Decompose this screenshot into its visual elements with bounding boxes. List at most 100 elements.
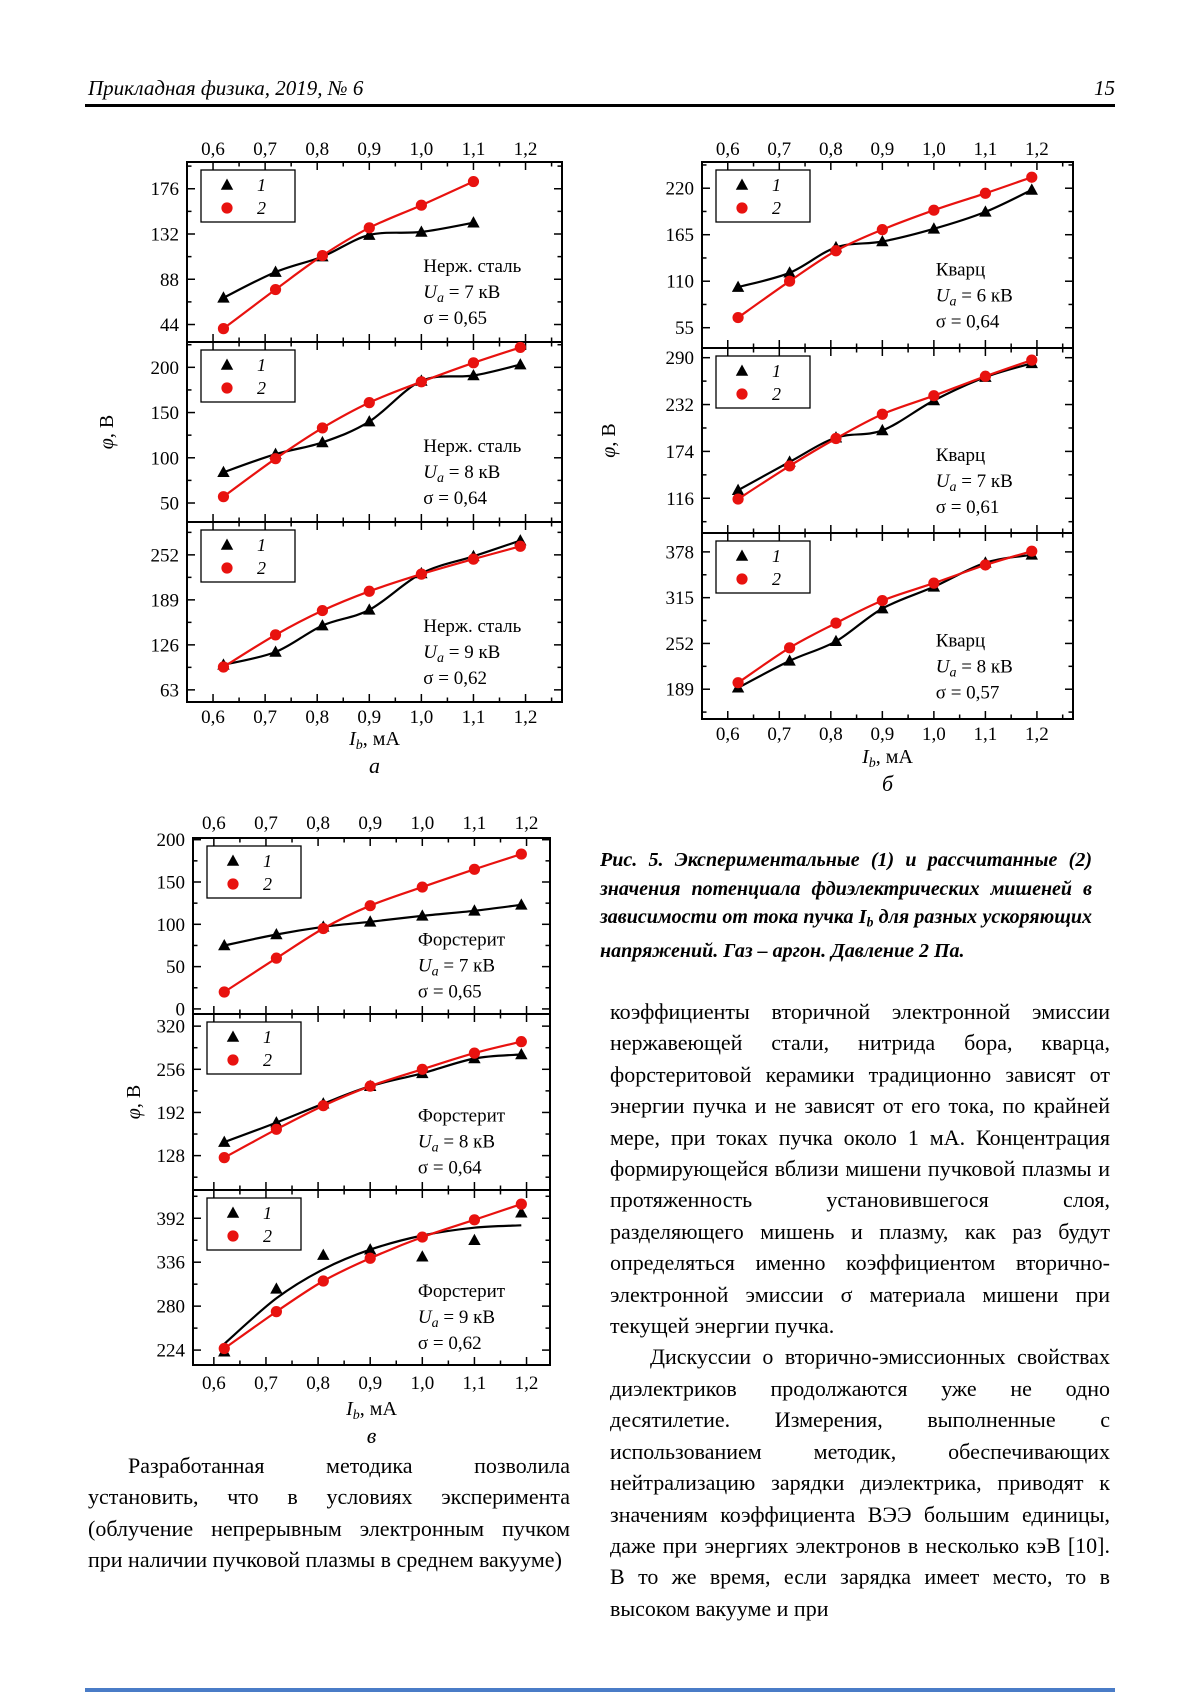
svg-text:224: 224 bbox=[157, 1341, 186, 1362]
svg-text:0,9: 0,9 bbox=[870, 139, 894, 160]
y-axis-label: φ, В bbox=[96, 415, 118, 449]
svg-text:0,7: 0,7 bbox=[253, 707, 277, 728]
svg-text:Ua = 9 кВ: Ua = 9 кВ bbox=[418, 1307, 495, 1331]
legend: 12 bbox=[200, 169, 296, 223]
svg-text:2: 2 bbox=[263, 874, 272, 894]
svg-text:2: 2 bbox=[772, 569, 781, 589]
svg-text:0,8: 0,8 bbox=[306, 813, 330, 834]
svg-text:1,2: 1,2 bbox=[514, 139, 538, 160]
svg-text:1,0: 1,0 bbox=[410, 813, 434, 834]
svg-text:0,6: 0,6 bbox=[201, 139, 225, 160]
svg-text:1,2: 1,2 bbox=[1025, 724, 1049, 745]
svg-text:0,8: 0,8 bbox=[306, 1373, 330, 1394]
svg-text:1,2: 1,2 bbox=[515, 1373, 539, 1394]
svg-text:2: 2 bbox=[772, 384, 781, 404]
paragraph: коэффициенты вторичной электронной эмисс… bbox=[610, 999, 1110, 1339]
svg-text:100: 100 bbox=[151, 448, 180, 469]
svg-text:Ua = 6 кВ: Ua = 6 кВ bbox=[936, 285, 1013, 309]
svg-text:Ua = 7 кВ: Ua = 7 кВ bbox=[936, 471, 1013, 495]
figure-panel-v: 0,6 0,6 0,7 0,7 0,8 0,8 0,9 0,9 1,0 1,0 1,1 1,1 1,2 1… bbox=[120, 800, 620, 1465]
svg-text:1,0: 1,0 bbox=[922, 724, 946, 745]
svg-text:1,1: 1,1 bbox=[974, 724, 998, 745]
svg-text:0: 0 bbox=[176, 999, 186, 1020]
legend: 12 bbox=[715, 169, 811, 223]
x-axis-label: Ib, мА bbox=[861, 746, 913, 771]
svg-text:Кварц: Кварц bbox=[936, 445, 986, 466]
legend: 12 bbox=[200, 349, 296, 403]
svg-text:Ua = 8 кВ: Ua = 8 кВ bbox=[418, 1131, 495, 1155]
svg-text:1,1: 1,1 bbox=[463, 1373, 487, 1394]
svg-text:126: 126 bbox=[151, 635, 180, 656]
panel-letter: а bbox=[369, 753, 380, 778]
svg-text:Ua = 8 кВ: Ua = 8 кВ bbox=[423, 462, 500, 486]
page-header: Прикладная физика, 2019, № 6 15 bbox=[85, 76, 1115, 102]
svg-text:0,7: 0,7 bbox=[767, 139, 791, 160]
svg-text:σ = 0,57: σ = 0,57 bbox=[936, 682, 1000, 703]
svg-text:Форстерит: Форстерит bbox=[418, 1281, 506, 1302]
svg-text:50: 50 bbox=[166, 957, 185, 978]
svg-text:1: 1 bbox=[263, 851, 272, 871]
svg-text:0,6: 0,6 bbox=[202, 813, 226, 834]
svg-text:220: 220 bbox=[666, 179, 695, 200]
panel-letter: в bbox=[367, 1423, 377, 1448]
legend: 12 bbox=[715, 540, 811, 594]
svg-text:176: 176 bbox=[151, 179, 180, 200]
svg-text:1,0: 1,0 bbox=[922, 139, 946, 160]
svg-text:0,6: 0,6 bbox=[201, 707, 225, 728]
svg-text:1: 1 bbox=[772, 361, 781, 381]
svg-text:44: 44 bbox=[160, 315, 180, 336]
svg-text:Ua = 7 кВ: Ua = 7 кВ bbox=[423, 282, 500, 306]
svg-text:0,6: 0,6 bbox=[202, 1373, 226, 1394]
svg-text:1,2: 1,2 bbox=[514, 707, 538, 728]
svg-text:232: 232 bbox=[666, 395, 695, 416]
svg-text:2: 2 bbox=[257, 378, 266, 398]
svg-text:0,8: 0,8 bbox=[819, 724, 843, 745]
svg-text:1: 1 bbox=[263, 1203, 272, 1223]
svg-text:378: 378 bbox=[666, 542, 695, 563]
chart-panel-v: 0,6 0,6 0,7 0,7 0,8 0,8 0,9 0,9 1,0 1,0 1,1 1,1 1,2 1… bbox=[123, 813, 551, 1448]
svg-text:336: 336 bbox=[157, 1253, 186, 1274]
svg-text:Ua = 7 кВ: Ua = 7 кВ bbox=[418, 955, 495, 979]
x-axis-label: Ib, мА bbox=[345, 1398, 397, 1423]
page-number: 15 bbox=[1094, 76, 1115, 100]
svg-text:Нерж. сталь: Нерж. сталь bbox=[423, 256, 521, 277]
svg-text:1,0: 1,0 bbox=[410, 139, 434, 160]
svg-text:σ = 0,64: σ = 0,64 bbox=[936, 311, 1000, 332]
svg-text:189: 189 bbox=[666, 680, 695, 701]
svg-text:150: 150 bbox=[151, 403, 180, 424]
svg-text:2: 2 bbox=[263, 1226, 272, 1246]
svg-text:50: 50 bbox=[160, 494, 179, 515]
panel-letter: б bbox=[882, 771, 894, 796]
header-rule bbox=[85, 104, 1115, 107]
svg-text:Форстерит: Форстерит bbox=[418, 929, 506, 950]
svg-text:100: 100 bbox=[157, 915, 186, 936]
svg-text:174: 174 bbox=[666, 442, 695, 463]
figure-panel-a: 0,6 0,6 0,7 0,7 0,8 0,8 0,9 0,9 1,0 1,0 1,1 1,1 1,2 1… bbox=[85, 118, 585, 795]
svg-text:1: 1 bbox=[257, 175, 266, 195]
svg-text:Кварц: Кварц bbox=[936, 259, 986, 280]
svg-text:1,1: 1,1 bbox=[463, 813, 487, 834]
svg-text:1: 1 bbox=[772, 546, 781, 566]
svg-text:σ = 0,62: σ = 0,62 bbox=[418, 1333, 482, 1354]
y-axis-label: φ, В bbox=[598, 423, 620, 457]
svg-text:Ua = 9 кВ: Ua = 9 кВ bbox=[423, 642, 500, 666]
chart-panel-b: 0,6 0,6 0,7 0,7 0,8 0,8 0,9 0,9 1,0 1,0 1,1 1,1 1,2 1… bbox=[598, 139, 1074, 796]
svg-text:150: 150 bbox=[157, 873, 186, 894]
svg-text:Кварц: Кварц bbox=[936, 630, 986, 651]
svg-text:280: 280 bbox=[157, 1297, 186, 1318]
legend: 12 bbox=[715, 355, 811, 409]
svg-text:2: 2 bbox=[772, 198, 781, 218]
legend: 12 bbox=[206, 845, 302, 899]
svg-text:0,9: 0,9 bbox=[870, 724, 894, 745]
svg-text:σ = 0,62: σ = 0,62 bbox=[423, 668, 487, 689]
svg-text:189: 189 bbox=[151, 590, 180, 611]
svg-text:290: 290 bbox=[666, 348, 695, 369]
svg-text:2: 2 bbox=[263, 1050, 272, 1070]
svg-text:165: 165 bbox=[666, 225, 695, 246]
